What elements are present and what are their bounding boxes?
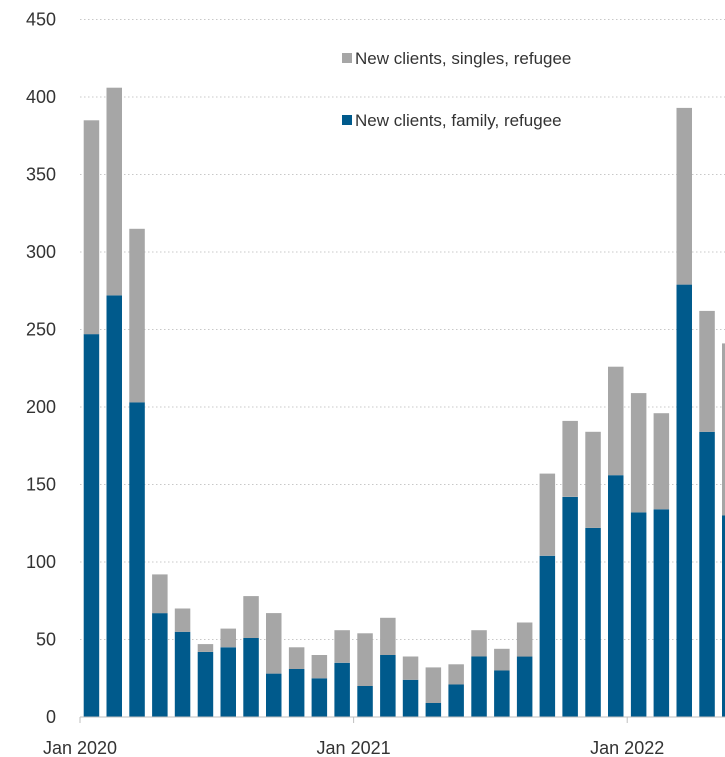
bar-singles-21 <box>562 420 578 497</box>
bar-family-5 <box>197 651 214 717</box>
y-tick-label-200: 200 <box>26 397 56 417</box>
bar-family-15 <box>425 703 442 717</box>
bar-singles-17 <box>471 630 487 657</box>
bar-family-18 <box>494 670 510 717</box>
bar-singles-3 <box>152 574 168 614</box>
bar-family-28 <box>722 515 725 717</box>
bar-singles-5 <box>197 644 214 652</box>
bar-family-26 <box>676 284 692 717</box>
bar-singles-13 <box>380 617 396 655</box>
legend: New clients, singles, refugee New clients… <box>342 49 571 130</box>
bar-singles-25 <box>653 413 670 510</box>
legend-swatch <box>342 115 352 125</box>
bar-singles-26 <box>676 107 692 285</box>
bar-singles-27 <box>699 310 715 432</box>
y-tick-label-450: 450 <box>26 10 56 30</box>
bar-family-9 <box>288 669 305 717</box>
y-tick-label-50: 50 <box>36 630 56 650</box>
bar-family-12 <box>357 686 373 717</box>
bar-singles-22 <box>585 431 601 528</box>
y-tick-label-100: 100 <box>26 552 56 572</box>
y-tick-label-350: 350 <box>26 165 56 185</box>
bar-family-24 <box>630 512 647 717</box>
bar-family-11 <box>334 662 350 718</box>
bar-family-25 <box>653 509 670 717</box>
bar-singles-4 <box>174 608 191 632</box>
bar-singles-15 <box>425 667 442 703</box>
bar-singles-6 <box>220 628 236 648</box>
bar-family-2 <box>129 402 145 717</box>
y-tick-label-150: 150 <box>26 475 56 495</box>
legend-label: New clients, family, refugee <box>355 111 562 130</box>
bar-family-23 <box>608 475 624 717</box>
y-tick-label-0: 0 <box>46 707 56 727</box>
bar-family-0 <box>83 334 100 717</box>
bar-family-19 <box>516 656 533 717</box>
y-tick-label-250: 250 <box>26 320 56 340</box>
bar-family-27 <box>699 431 715 717</box>
bar-family-4 <box>174 631 191 718</box>
bar-family-22 <box>585 527 601 717</box>
bar-singles-14 <box>402 656 419 680</box>
bar-family-10 <box>311 678 328 718</box>
legend-swatch <box>342 53 352 63</box>
bar-family-1 <box>106 295 122 717</box>
bar-singles-1 <box>106 87 122 296</box>
bar-singles-0 <box>83 120 100 335</box>
y-tick-label-300: 300 <box>26 242 56 262</box>
x-tick-label: Jan 2022 <box>590 738 664 757</box>
bar-singles-2 <box>129 228 145 403</box>
bar-family-21 <box>562 496 578 717</box>
bar-family-20 <box>539 555 556 717</box>
bar-singles-8 <box>266 613 282 674</box>
bar-family-6 <box>220 647 236 718</box>
bar-family-3 <box>152 613 168 717</box>
bar-family-16 <box>448 684 464 717</box>
y-tick-label-400: 400 <box>26 87 56 107</box>
x-tick-label: Jan 2021 <box>317 738 391 757</box>
x-axis-ticks: Jan 2020 Jan 2021 Jan 2022 <box>43 717 664 757</box>
x-tick-label: Jan 2020 <box>43 738 117 757</box>
bar-family-7 <box>243 638 259 717</box>
bar-singles-24 <box>630 393 647 513</box>
bar-family-17 <box>471 656 487 717</box>
bar-singles-7 <box>243 596 259 638</box>
bar-family-14 <box>402 679 419 717</box>
bar-singles-9 <box>288 647 305 669</box>
bar-singles-16 <box>448 664 464 685</box>
bar-singles-19 <box>516 622 533 657</box>
bar-singles-18 <box>494 648 510 671</box>
bar-singles-23 <box>608 366 624 476</box>
bar-singles-20 <box>539 473 556 556</box>
y-axis-tick-labels: 0 50 100 150 200 250 300 350 400 450 <box>26 10 56 728</box>
bar-singles-28 <box>722 343 725 516</box>
bars <box>83 87 725 718</box>
bar-singles-11 <box>334 630 350 663</box>
bar-family-13 <box>380 655 396 717</box>
bar-family-8 <box>266 673 282 717</box>
bar-singles-10 <box>311 655 328 679</box>
legend-label: New clients, singles, refugee <box>355 49 571 68</box>
bar-singles-12 <box>357 633 373 686</box>
